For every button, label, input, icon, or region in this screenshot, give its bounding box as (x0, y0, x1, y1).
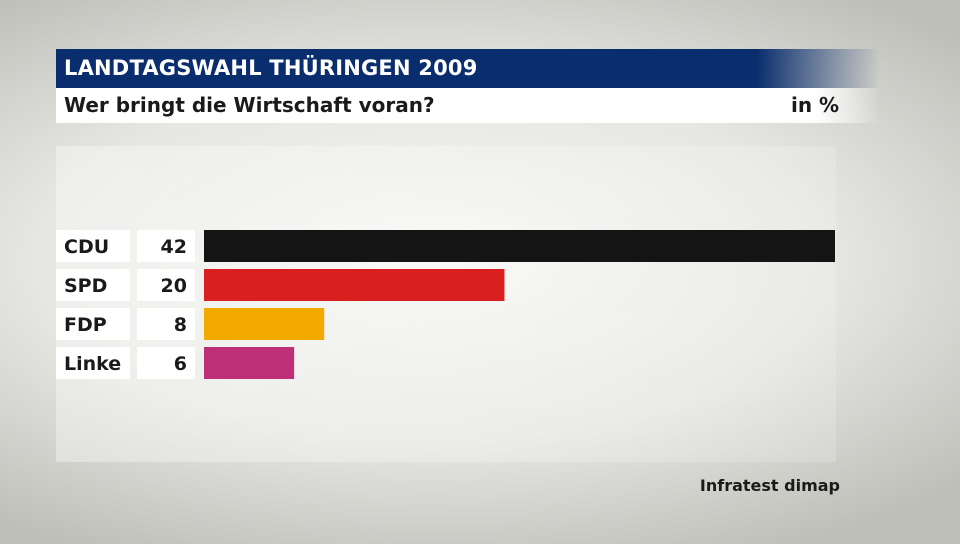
category-label-fdp: FDP (64, 314, 107, 336)
category-label-linke: Linke (64, 353, 121, 375)
category-label-box-spd (56, 269, 130, 301)
bar-cdu (204, 230, 835, 262)
value-label-box-spd (137, 269, 195, 301)
bar-spd (204, 269, 505, 301)
bar-linke (204, 347, 295, 379)
category-label-spd: SPD (64, 275, 107, 297)
category-label-box-fdp (56, 308, 130, 340)
category-label-cdu: CDU (64, 236, 109, 258)
value-label-linke: 6 (174, 353, 187, 375)
unit-label: in % (791, 93, 840, 117)
chart-title: LANDTAGSWAHL THÜRINGEN 2009 (64, 56, 478, 80)
chart-subtitle: Wer bringt die Wirtschaft voran? (64, 93, 435, 117)
value-label-fdp: 8 (174, 314, 187, 336)
source-label: Infratest dimap (699, 476, 840, 495)
bar-fdp (204, 308, 325, 340)
plot-background (56, 146, 836, 462)
category-label-box-linke (56, 347, 130, 379)
value-label-spd: 20 (161, 275, 187, 297)
category-label-box-cdu (56, 230, 130, 262)
subtitle-bar: Wer bringt die Wirtschaft voran? in % (56, 88, 880, 123)
value-label-box-fdp (137, 308, 195, 340)
value-label-cdu: 42 (161, 236, 187, 258)
header-bar: LANDTAGSWAHL THÜRINGEN 2009 (56, 49, 880, 88)
value-label-box-cdu (137, 230, 195, 262)
value-label-box-linke (137, 347, 195, 379)
